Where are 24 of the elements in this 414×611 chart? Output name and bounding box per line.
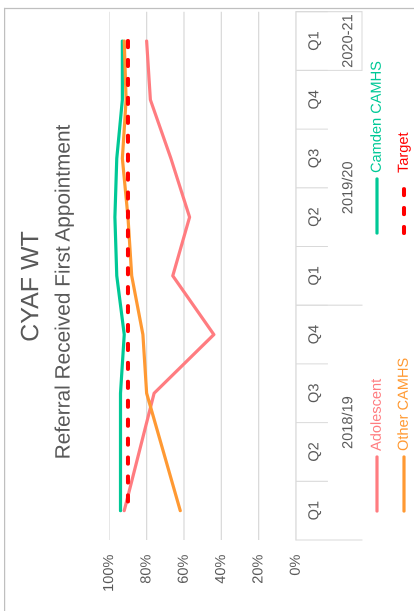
text: Target [398, 132, 411, 173]
x-tick-label: 80% [140, 555, 151, 584]
y-tick-label: Q1 [308, 502, 322, 520]
text: 2018/19 [342, 396, 352, 448]
text: Adolescent [370, 378, 381, 451]
x-tick-label: 20% [252, 555, 263, 584]
y-tick-label: Q1 [308, 32, 322, 50]
y-tick-label: Q3 [308, 384, 322, 402]
y-tick-label: Q2 [308, 442, 322, 461]
y-tick-label: Q1 [308, 266, 322, 285]
y-tick-label: Q4 [308, 90, 322, 109]
x-tick-label: 40% [214, 555, 226, 584]
text: Other CAMHS [397, 358, 408, 450]
text: CYAF WT [20, 232, 38, 341]
text: 2020-21 [342, 15, 352, 68]
y-tick-label: Q2 [308, 208, 322, 226]
x-tick-label: 0% [290, 555, 300, 576]
x-tick-label: 60% [178, 555, 188, 584]
y-tick-label: Q4 [308, 325, 322, 344]
x-tick-label: 100% [102, 555, 114, 591]
text: Referral Received First Appointment [54, 124, 74, 458]
text: 2019/20 [342, 162, 352, 214]
y-tick-label: Q3 [308, 149, 322, 168]
text: Camden CAMHS [370, 62, 381, 172]
